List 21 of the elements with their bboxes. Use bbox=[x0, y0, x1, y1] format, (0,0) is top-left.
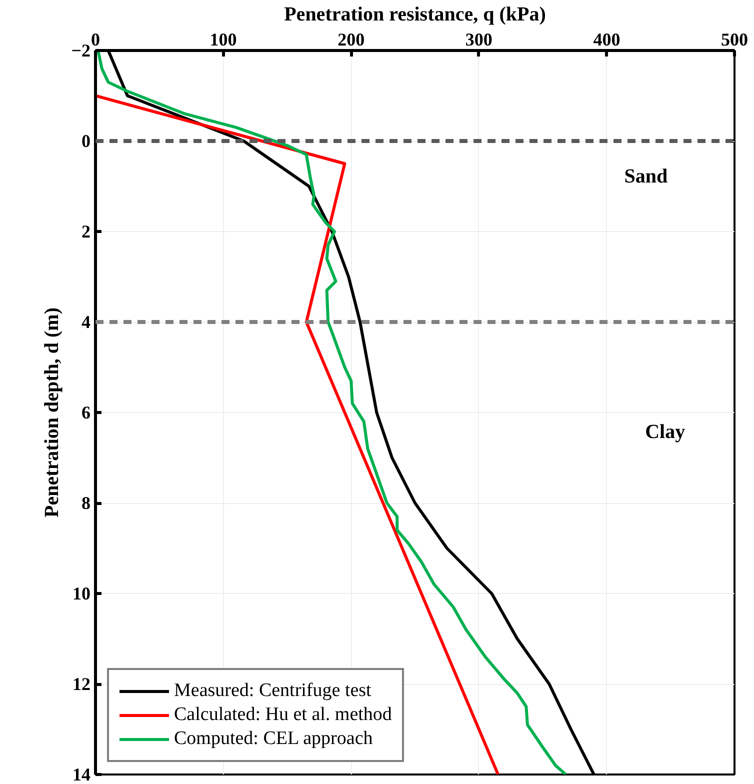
x-tick-label: 400 bbox=[593, 30, 620, 50]
y-tick-label: 6 bbox=[82, 402, 90, 422]
y-tick-label: 8 bbox=[82, 493, 90, 513]
x-axis-title: Penetration resistance, q (kPa) bbox=[284, 4, 546, 26]
legend-label: Computed: CEL approach bbox=[174, 728, 373, 750]
x-tick-label: 500 bbox=[721, 30, 748, 50]
x-tick-label: 100 bbox=[210, 30, 237, 50]
y-tick-label: 4 bbox=[82, 312, 90, 332]
y-tick-label: 14 bbox=[72, 764, 90, 784]
legend-label: Calculated: Hu et al. method bbox=[174, 704, 392, 726]
annotation: Clay bbox=[645, 420, 686, 443]
y-tick-label: 12 bbox=[72, 674, 90, 694]
y-tick-label: 10 bbox=[72, 584, 90, 604]
x-tick-label: 200 bbox=[338, 30, 365, 50]
y-tick-label: 0 bbox=[82, 131, 90, 151]
legend-label: Measured: Centrifuge test bbox=[174, 680, 372, 702]
y-tick-label: −2 bbox=[71, 40, 91, 60]
y-axis-title: Penetration depth, d (m) bbox=[41, 308, 64, 518]
y-tick-label: 2 bbox=[82, 222, 90, 242]
annotation: Sand bbox=[624, 165, 668, 188]
x-tick-label: 300 bbox=[465, 30, 492, 50]
